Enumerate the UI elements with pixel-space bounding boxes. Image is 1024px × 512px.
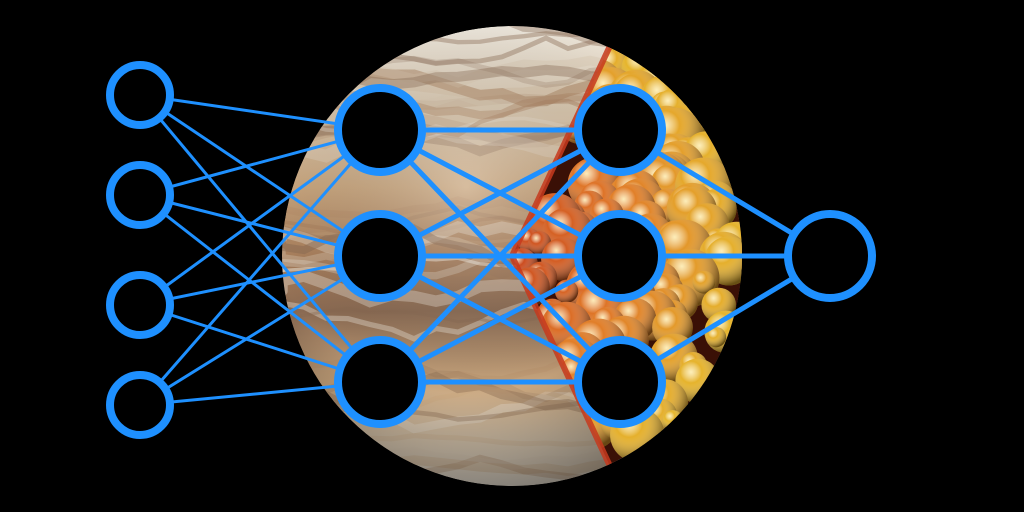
diagram-svg	[0, 0, 1024, 512]
nn-node-l0-1	[110, 165, 170, 225]
nn-node-l0-0	[110, 65, 170, 125]
diagram-stage	[0, 0, 1024, 512]
nn-node-l1-2	[338, 340, 422, 424]
nn-node-l3-0	[788, 214, 872, 298]
nn-node-l1-1	[338, 214, 422, 298]
nn-node-l0-2	[110, 275, 170, 335]
nn-node-l2-0	[578, 88, 662, 172]
nn-node-l1-0	[338, 88, 422, 172]
nn-node-l2-2	[578, 340, 662, 424]
nn-node-l0-3	[110, 375, 170, 435]
nn-node-l2-1	[578, 214, 662, 298]
